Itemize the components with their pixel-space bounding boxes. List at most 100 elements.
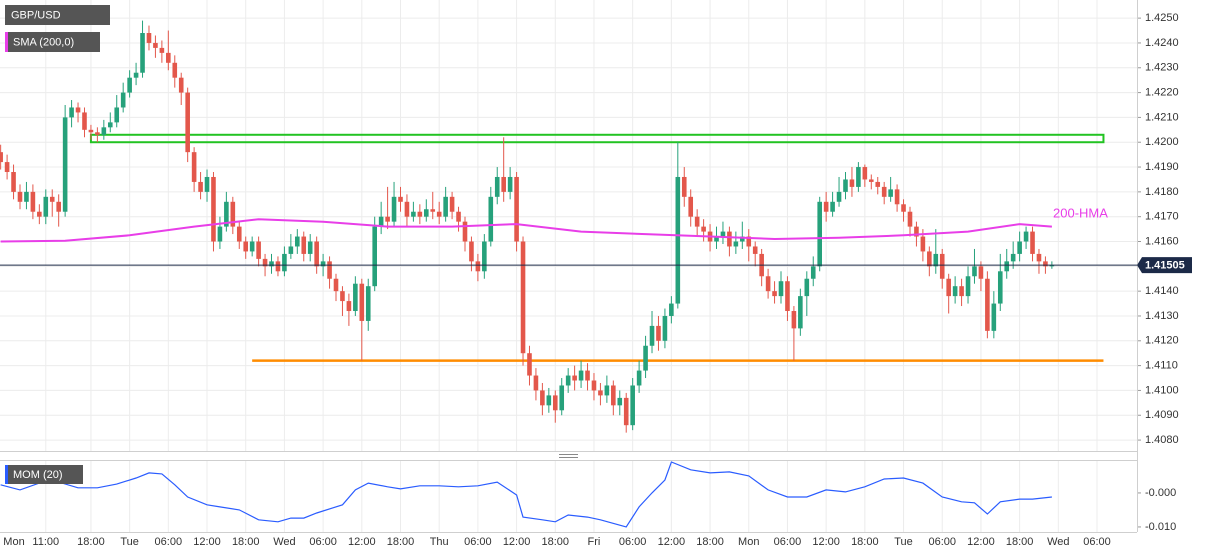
candle-body [307,241,313,254]
candle-body [75,107,81,113]
candle-body [952,286,958,297]
candle-body [82,112,87,130]
y-tick-label: 1.4160 [1145,235,1179,247]
resize-grip[interactable] [559,454,578,458]
candle-body [527,353,532,376]
candle-body [288,246,294,254]
x-tick-label: 06:00 [1083,536,1111,548]
candle-body [533,375,539,391]
y-tick-label: 1.4090 [1145,409,1179,421]
candle-body [262,258,268,267]
candle-body [1043,261,1048,267]
candle-body [946,278,951,297]
candle-body [978,266,984,279]
candle-body [56,201,61,212]
x-tick-label: 18:00 [851,536,879,548]
candle-body [746,236,752,247]
candle-body [62,117,68,212]
candle-body [359,283,365,321]
legend-swatch [5,32,8,52]
candle-body [662,315,668,341]
candle-body [204,176,210,192]
candle-body [649,325,655,346]
x-tick-label: Tue [120,536,139,548]
candle-body [572,375,577,381]
x-tick-label: 18:00 [696,536,724,548]
x-tick-label: Tue [894,536,913,548]
y-tick-label: 1.4230 [1145,62,1179,74]
candle-body [733,241,739,247]
legend-box [5,465,83,484]
candle-body [1049,265,1055,267]
candle-body [378,216,384,227]
y-tick-label: -0.010 [1145,521,1176,533]
y-tick-label: 1.4180 [1145,186,1179,198]
candle-body [249,241,255,252]
candle-body [985,278,990,331]
candle-body [830,201,835,212]
candle-body [449,196,455,212]
candle-body [965,276,971,297]
candle-body [591,380,597,391]
candle-body [17,191,23,202]
candle-body [675,176,681,304]
candle-body [843,179,848,192]
candle-body [546,395,552,406]
x-tick-label: Mon [3,536,24,548]
candle-body [120,92,126,108]
candle-body [997,271,1003,304]
candle-body [810,266,816,279]
legend-swatch [5,465,8,484]
candle-body [611,385,616,406]
candle-body [856,167,861,187]
candle-body [269,261,274,267]
candle-body [166,52,171,63]
candle-body [701,226,706,232]
candle-body [4,162,10,173]
y-tick-label: 1.4220 [1145,86,1179,98]
candle-body [430,209,436,212]
y-tick-label: 1.4210 [1145,111,1179,123]
candle-body [849,179,855,187]
candle-body [69,107,74,118]
candle-body [740,236,745,242]
overlay: 1.41505 [0,257,1192,274]
candle-body [585,370,590,381]
candle-body [153,42,158,48]
x-tick-label: 12:00 [348,536,376,548]
x-tick-label: 12:00 [967,536,995,548]
candle-body [327,261,332,279]
x-tick-label: 06:00 [928,536,956,548]
candle-body [520,241,526,354]
x-tick-label: 06:00 [155,536,183,548]
candle-body [933,253,939,267]
candle-body [423,209,429,217]
candle-body [24,191,29,202]
candle-body [914,226,919,237]
candle-body [836,191,842,202]
x-tick-label: Wed [273,536,295,548]
candle-body [991,303,997,331]
x-tick-label: 18:00 [542,536,570,548]
candle-body [224,201,229,227]
candle-body [1023,231,1029,242]
y-tick-label: 1.4120 [1145,335,1179,347]
candle-body [217,226,223,242]
candle-body [172,62,178,78]
candle-body [598,390,603,396]
candle-body [372,226,378,287]
y-tick-label: 1.4140 [1145,285,1179,297]
candle-body [617,397,623,406]
candle-body [314,241,319,267]
candle-body [565,375,571,386]
hma-line [0,218,1052,243]
candle-body [752,246,758,254]
candle-body [391,196,397,222]
candle-body [881,186,887,197]
x-tick-label: 18:00 [232,536,260,548]
x-tick-label: 18:00 [77,536,105,548]
candle-body [133,72,139,78]
x-tick-label: Fri [588,536,601,548]
candle-body [462,221,468,242]
